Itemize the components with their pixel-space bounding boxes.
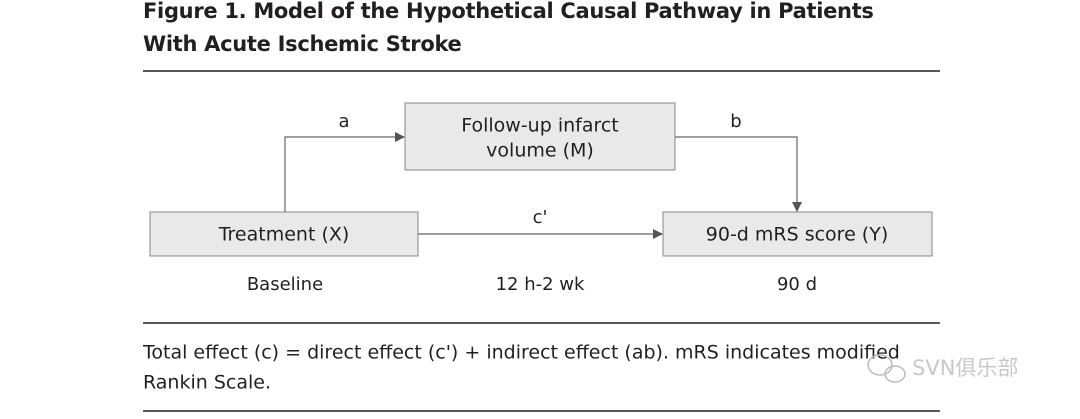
node-label: Treatment (X) [218,224,350,246]
time-label: 12 h-2 wk [496,274,585,295]
caption: Rankin Scale. [143,372,271,394]
time-label: 90 d [777,274,817,295]
watermark: SVN俱乐部 [912,356,1018,380]
edge-label: a [338,111,349,132]
time-label: Baseline [247,274,323,295]
node-label: volume (M) [486,140,594,162]
node-box [404,102,676,171]
title: Figure 1. Model of the Hypothetical Caus… [143,0,874,23]
title: With Acute Ischemic Stroke [143,32,462,56]
watermark-icon [867,354,906,383]
caption: Total effect (c) = direct effect (c') + … [142,342,900,364]
node-box [149,211,419,257]
node-label: Follow-up infarct [461,115,619,137]
node-box [662,211,933,257]
arrow [675,136,802,212]
arrow [284,132,405,212]
edge-label: b [730,111,741,132]
edge-label: c' [533,207,548,228]
node-label: 90-d mRS score (Y) [706,224,888,246]
